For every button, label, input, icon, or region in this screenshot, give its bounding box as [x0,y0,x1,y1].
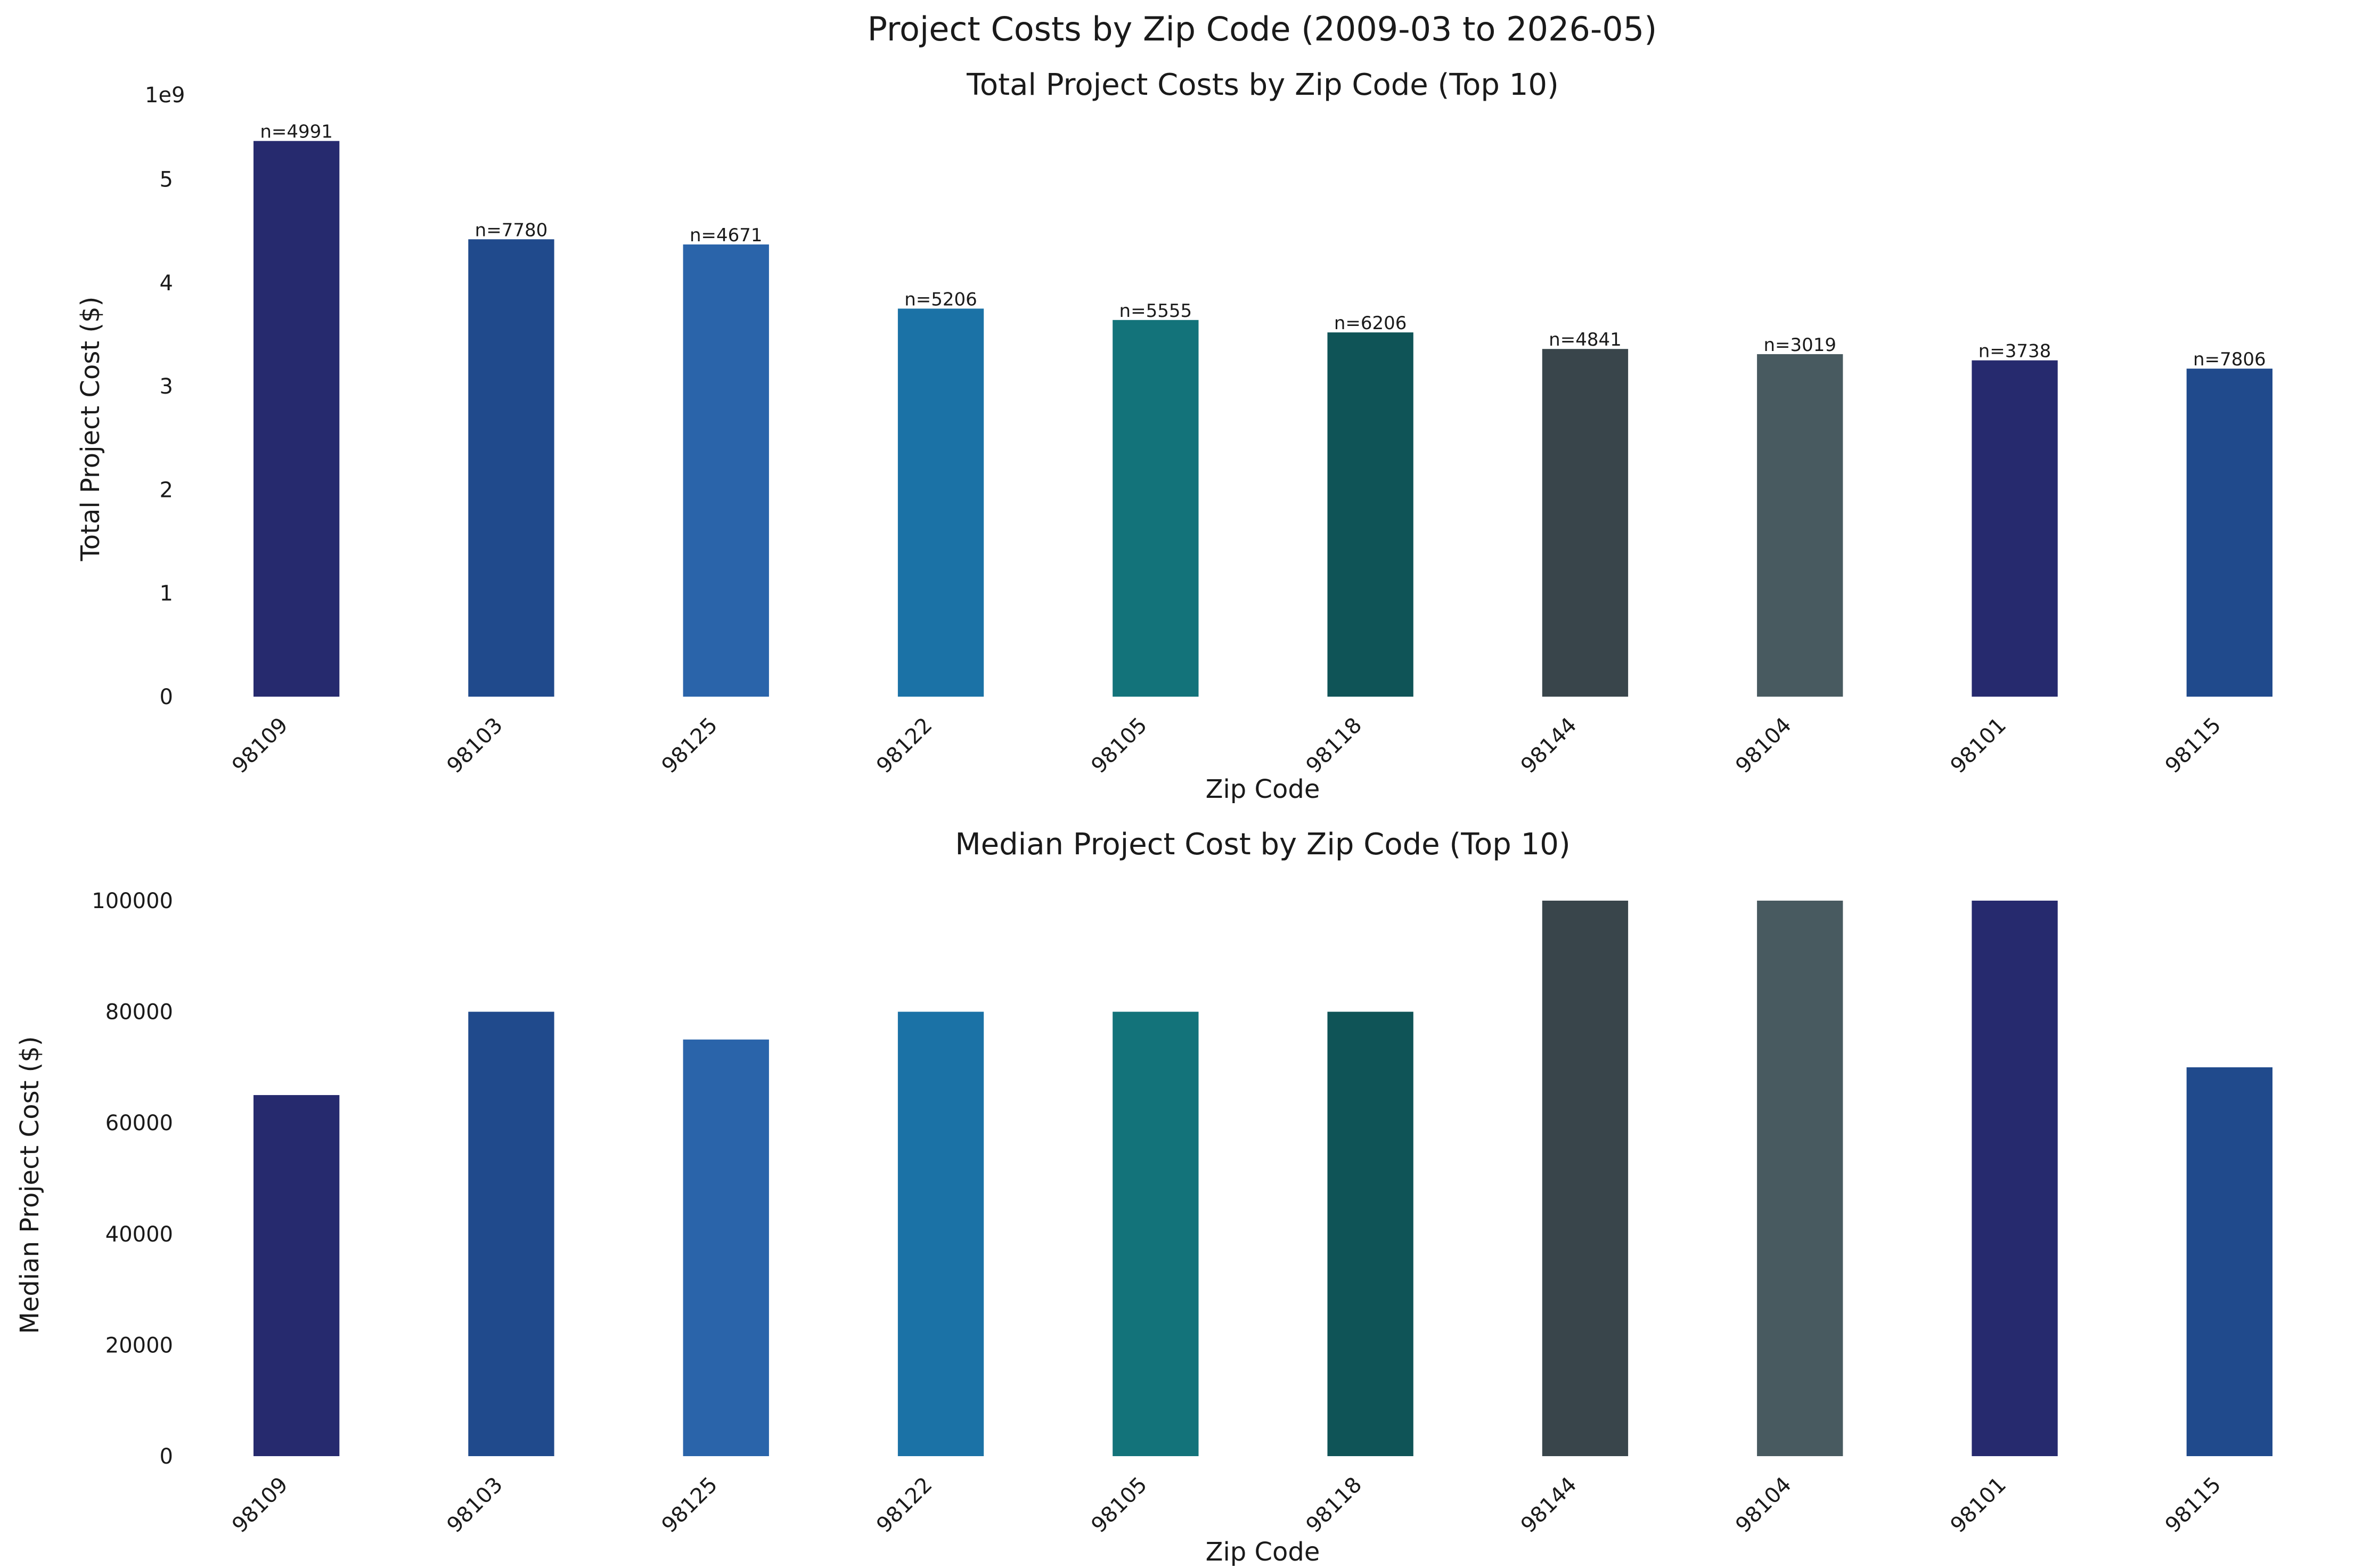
median-cost-bar-98122 [897,1011,984,1456]
total-cost-x-tick-label-98115: 98115 [2161,713,2226,779]
total-cost-x-tick-label-98109: 98109 [227,713,293,779]
total-cost-bar-98101 [1972,360,2058,697]
median-cost-x-tick-label-98125: 98125 [657,1473,723,1538]
median-cost-y-tick-label: 80000 [105,1000,173,1025]
median-cost-bar-98118 [1327,1011,1413,1456]
total-cost-y-tick-label: 3 [160,374,173,399]
total-cost-count-label-98144: n=4841 [1549,329,1622,350]
total-cost-bar-98115 [2186,369,2273,697]
median-cost-bar-98104 [1757,901,1843,1456]
total-cost-chart-title: Total Project Costs by Zip Code (Top 10) [966,68,1559,102]
median-cost-bar-98109 [253,1095,340,1456]
total-cost-count-labels: n=4991 n=7780 n=4671 n=5206 n=5555 n=6206 n=48… [260,121,2266,370]
median-cost-x-tick-label-98144: 98144 [1516,1473,1582,1538]
total-cost-y-tick-label: 0 [160,685,173,709]
total-cost-count-label-98125: n=4671 [690,225,763,246]
median-cost-y-tick-label: 100000 [92,889,173,913]
total-cost-count-label-98101: n=3738 [1978,341,2051,362]
median-cost-bars [253,901,2273,1456]
total-cost-x-tick-label-98118: 98118 [1302,713,1367,779]
total-cost-bar-98118 [1327,332,1413,697]
median-cost-x-tick-label-98109: 98109 [227,1473,293,1538]
total-cost-y-tick-label: 5 [160,168,173,192]
median-cost-y-tick-label: 20000 [105,1333,173,1358]
total-cost-y-tick-label: 2 [160,478,173,502]
median-cost-bar-98125 [683,1039,769,1456]
total-cost-y-tick-label: 1 [160,582,173,606]
figure-suptitle: Project Costs by Zip Code (2009-03 to 20… [868,10,1657,48]
total-cost-x-tick-label-98122: 98122 [872,713,937,779]
total-cost-x-tick-label-98101: 98101 [1946,713,2012,779]
total-cost-x-tick-label-98103: 98103 [443,713,508,779]
median-cost-bar-98103 [468,1011,554,1456]
median-cost-bar-98115 [2186,1067,2273,1456]
total-cost-x-tick-label-98104: 98104 [1731,713,1796,779]
median-cost-x-tick-label-98115: 98115 [2161,1473,2226,1538]
median-cost-y-ticks: 0 20000 40000 60000 80000 100000 [92,889,173,1469]
total-cost-x-ticks: 98109 98103 98125 98122 98105 98118 98144 98104… [227,713,2226,779]
median-cost-x-tick-label-98103: 98103 [443,1473,508,1538]
median-cost-y-axis-label: Median Project Cost ($) [15,1036,45,1334]
median-cost-bar-98105 [1113,1011,1199,1456]
median-cost-x-axis-label: Zip Code [1206,1537,1320,1567]
median-cost-x-tick-label-98104: 98104 [1731,1473,1796,1538]
total-cost-y-tick-label: 4 [160,271,173,296]
total-cost-bar-98103 [468,239,554,697]
total-cost-bars [253,141,2273,697]
total-cost-count-label-98118: n=6206 [1334,313,1407,334]
total-cost-bar-98104 [1757,354,1843,697]
median-cost-bar-98144 [1542,901,1629,1456]
median-cost-y-tick-label: 40000 [105,1222,173,1247]
total-cost-y-ticks: 0 1 2 3 4 5 [160,168,173,709]
total-cost-y-axis-label: Total Project Cost ($) [76,297,105,562]
total-cost-x-tick-label-98105: 98105 [1086,713,1152,779]
median-cost-x-tick-label-98101: 98101 [1946,1473,2012,1538]
median-cost-chart-title: Median Project Cost by Zip Code (Top 10) [955,827,1570,862]
median-cost-y-tick-label: 0 [160,1444,173,1469]
total-cost-bar-98122 [897,308,984,697]
median-cost-x-tick-label-98105: 98105 [1086,1473,1152,1538]
total-cost-count-label-98105: n=5555 [1119,300,1192,322]
median-cost-chart: Median Project Cost by Zip Code (Top 10)… [15,827,2273,1567]
total-cost-x-tick-label-98144: 98144 [1516,713,1582,779]
total-cost-count-label-98115: n=7806 [2193,349,2266,370]
median-cost-y-tick-label: 60000 [105,1111,173,1136]
median-cost-x-ticks: 98109 98103 98125 98122 98105 98118 98144 98104… [227,1473,2226,1538]
total-cost-bar-98125 [683,244,769,697]
total-cost-count-label-98122: n=5206 [904,289,977,310]
total-cost-offset-text: 1e9 [145,83,185,108]
total-cost-x-tick-label-98125: 98125 [657,713,723,779]
total-cost-bar-98144 [1542,349,1629,697]
total-cost-count-label-98109: n=4991 [260,121,333,143]
median-cost-bar-98101 [1972,901,2058,1456]
total-cost-chart: Total Project Costs by Zip Code (Top 10)… [76,68,2273,804]
total-cost-count-label-98104: n=3019 [1763,334,1836,356]
total-cost-count-label-98103: n=7780 [475,219,548,241]
total-cost-bar-98105 [1113,320,1199,697]
median-cost-x-tick-label-98118: 98118 [1302,1473,1367,1538]
total-cost-x-axis-label: Zip Code [1206,774,1320,804]
total-cost-bar-98109 [253,141,340,697]
median-cost-x-tick-label-98122: 98122 [872,1473,937,1538]
